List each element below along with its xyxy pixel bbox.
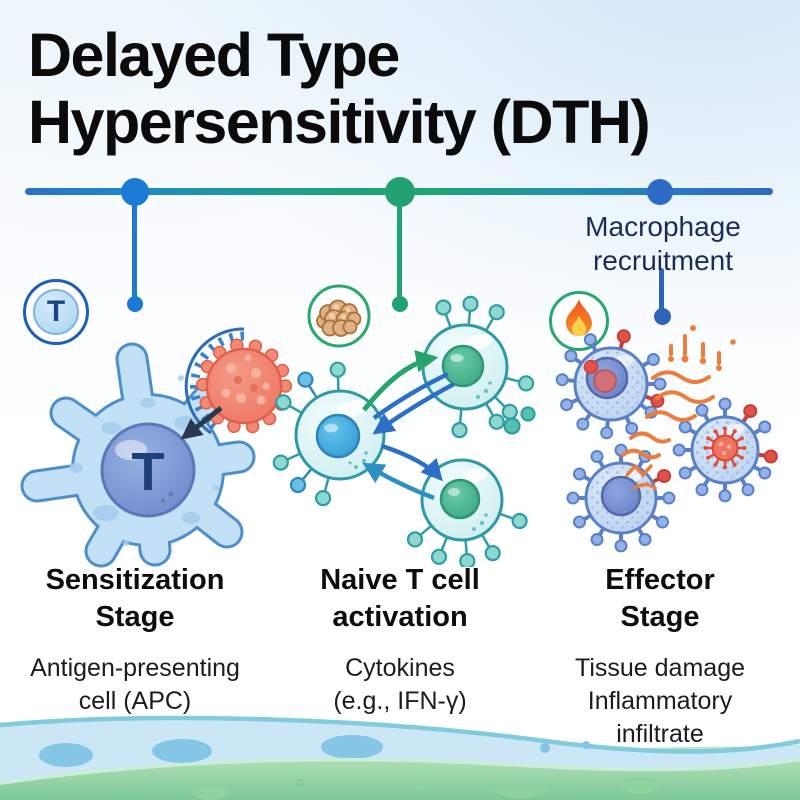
activated-t-cell-bottom — [406, 458, 528, 567]
apc-cytoplasm-spots — [69, 375, 219, 546]
stage-title-naive-t-cell-activation: Naive T cell activation — [320, 564, 480, 633]
stage-title-effector: Effector Stage — [605, 564, 715, 633]
timeline-connector-2-end — [392, 296, 408, 312]
activated-t-cell-top — [421, 295, 536, 439]
apc-dendritic-cell-illustration: T — [20, 327, 293, 568]
timeline-marker-effector — [647, 179, 673, 205]
bottom-wave-decoration — [0, 715, 800, 800]
timeline-connector-2 — [397, 196, 402, 298]
naive-t-cell-icon-label: T — [33, 289, 79, 335]
macrophage-recruitment-line2: recruitment — [592, 245, 734, 276]
t-cell-activation-illustration — [272, 295, 536, 567]
antigen-cluster-icon — [307, 284, 371, 348]
stage-subtitle-tissue-damage: Tissue damage Inflammatory infiltrate — [575, 654, 745, 748]
ingested-antigen — [593, 369, 617, 393]
stage-title-sensitization: Sensitization Stage — [45, 564, 225, 633]
macrophage-recruitment-line1: Macrophage — [585, 211, 741, 242]
timeline-connector-1-end — [127, 296, 143, 312]
antigen-presentation-arrow — [180, 406, 223, 440]
macrophage-2 — [566, 443, 676, 553]
timeline-connector-1 — [132, 196, 137, 298]
stage-subtitle-cytokines: Cytokines (e.g., IFN-γ) — [333, 654, 467, 715]
macrophage-1 — [555, 329, 667, 440]
cytokine-arrows — [362, 350, 456, 501]
naive-t-cell — [272, 361, 386, 507]
timeline-connector-3 — [659, 268, 664, 314]
inflammatory-signals — [621, 334, 721, 490]
macrophage-2-nucleus — [600, 475, 642, 517]
timeline-connector-3-end — [654, 308, 671, 325]
stage-subtitle-apc: Antigen-presenting cell (APC) — [30, 654, 240, 715]
page-title-line2: Hypersensitivity (DTH) — [28, 88, 651, 156]
page-title: Delayed Type Hypersensitivity (DTH) — [28, 22, 788, 156]
page-title-line1: Delayed Type — [28, 21, 400, 89]
naive-t-cell-icon: T — [23, 279, 89, 345]
macrophage-3 — [672, 397, 778, 503]
inflammatory-dots — [668, 325, 736, 371]
apc-nucleus-label: T — [132, 442, 165, 502]
antigen-particle — [195, 338, 293, 434]
macrophage-effector-illustration — [555, 325, 778, 553]
engulfed-pathogen — [703, 426, 747, 470]
macrophage-recruitment-label: Macrophage recruitment — [538, 210, 788, 278]
